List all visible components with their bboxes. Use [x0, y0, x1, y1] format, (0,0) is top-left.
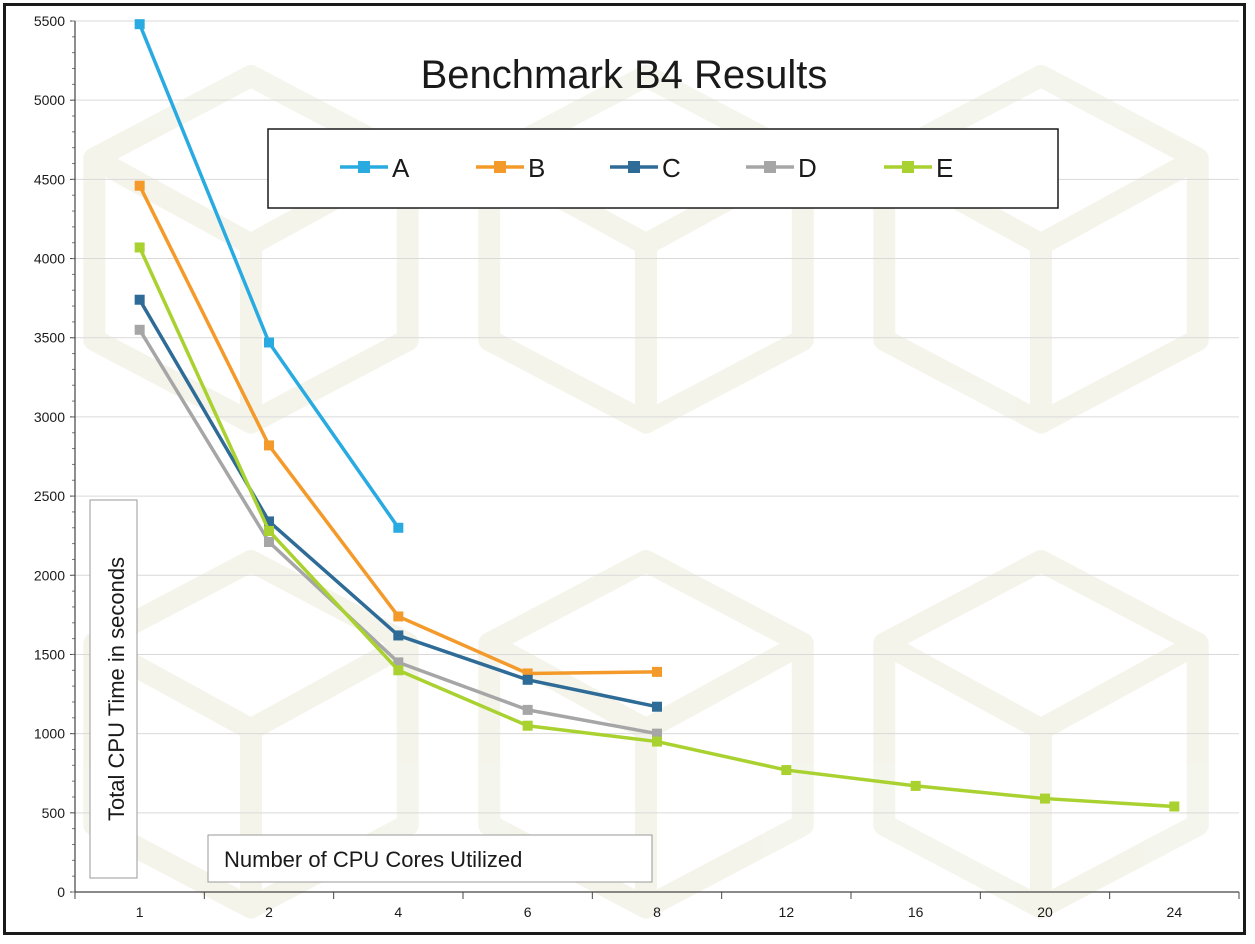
data-point-A: [134, 19, 145, 30]
y-tick-label: 3500: [34, 330, 65, 346]
y-tick-label: 3000: [34, 409, 65, 425]
x-tick-label: 6: [524, 904, 532, 920]
data-point-E: [393, 665, 404, 676]
axes: 0 500 1000 1500 2000 2500 3000 3500 4000 4500 5000…: [34, 13, 1240, 920]
legend-marker-D: [764, 161, 776, 173]
cube-watermark-shape: [873, 65, 1209, 434]
legend-marker-E: [902, 161, 914, 173]
data-point-E: [1169, 801, 1180, 812]
x-axis-label: Number of CPU Cores Utilized: [207, 834, 653, 883]
x-tick-label: 12: [779, 904, 795, 920]
legend-label-E: E: [936, 153, 953, 183]
y-tick-label: 1000: [34, 726, 65, 742]
data-point-A: [393, 522, 404, 533]
data-point-E: [781, 765, 792, 776]
legend-marker-B: [494, 161, 506, 173]
cube-edge: [878, 633, 1204, 741]
y-tick-label: 4500: [34, 171, 65, 187]
data-point-E: [522, 720, 533, 731]
data-point-D: [264, 537, 274, 548]
data-point-E: [134, 242, 145, 253]
data-point-C: [522, 674, 533, 685]
y-tick-label: 2500: [34, 488, 65, 504]
x-tick-label: 2: [265, 904, 273, 920]
x-tick-label: 24: [1167, 904, 1183, 920]
y-axis-label-text: Total CPU Time in seconds: [104, 557, 129, 821]
y-axis-label-box: [89, 499, 138, 879]
x-tick-label: 1: [136, 904, 144, 920]
chart-title: Benchmark B4 Results: [421, 53, 828, 97]
data-point-D: [393, 657, 404, 668]
legend-label-D: D: [798, 153, 817, 183]
y-tick-label: 1500: [34, 646, 65, 662]
legend-marker-C: [628, 161, 640, 173]
data-point-B: [134, 180, 145, 191]
data-point-E: [910, 780, 921, 791]
cube-edge: [483, 633, 809, 741]
y-tick-label: 0: [57, 884, 65, 900]
y-tick-label: 500: [42, 805, 66, 821]
y-tick-label: 4000: [34, 251, 65, 267]
data-point-C: [134, 294, 145, 305]
data-point-B: [264, 440, 274, 451]
cube-outline: [478, 550, 814, 919]
cube-edge: [88, 633, 414, 741]
data-point-B: [522, 668, 533, 679]
x-axis-label-text: Number of CPU Cores Utilized: [224, 847, 522, 872]
x-tick-label: 8: [653, 904, 661, 920]
cube-outline: [873, 550, 1209, 919]
cube-watermark-shape: [478, 65, 814, 434]
y-tick-label: 2000: [34, 567, 65, 583]
data-point-E: [1040, 793, 1050, 804]
legend-marker-A: [358, 161, 370, 173]
legend: A B C D E: [267, 128, 1059, 209]
data-point-D: [134, 324, 145, 335]
y-tick-label: 5500: [34, 13, 65, 29]
y-axis-label: Total CPU Time in seconds: [89, 499, 138, 879]
legend-label-B: B: [528, 153, 545, 183]
series-lines: [134, 19, 1180, 812]
data-point-B: [652, 666, 662, 677]
x-axis-label-box: [207, 834, 653, 883]
legend-label-A: A: [392, 153, 410, 183]
data-point-E: [264, 525, 274, 536]
data-point-C: [393, 630, 404, 641]
data-point-A: [264, 337, 274, 348]
data-point-C: [652, 701, 662, 712]
data-point-B: [393, 611, 404, 622]
y-tick-label: 5000: [34, 92, 65, 108]
data-point-D: [652, 728, 662, 739]
x-tick-label: 4: [394, 904, 402, 920]
line-chart: 0 500 1000 1500 2000 2500 3000 3500 4000 4500 5000…: [34, 13, 1240, 920]
legend-label-C: C: [662, 153, 681, 183]
data-point-E: [652, 736, 662, 747]
cube-watermark-shape: [873, 550, 1209, 919]
data-point-D: [522, 704, 533, 715]
data-point-C: [264, 516, 274, 527]
x-tick-label: 20: [1037, 904, 1053, 920]
x-tick-label: 16: [908, 904, 924, 920]
cube-watermark: [83, 65, 1209, 919]
chart-frame: 0 500 1000 1500 2000 2500 3000 3500 4000 4500 5000…: [3, 3, 1246, 935]
